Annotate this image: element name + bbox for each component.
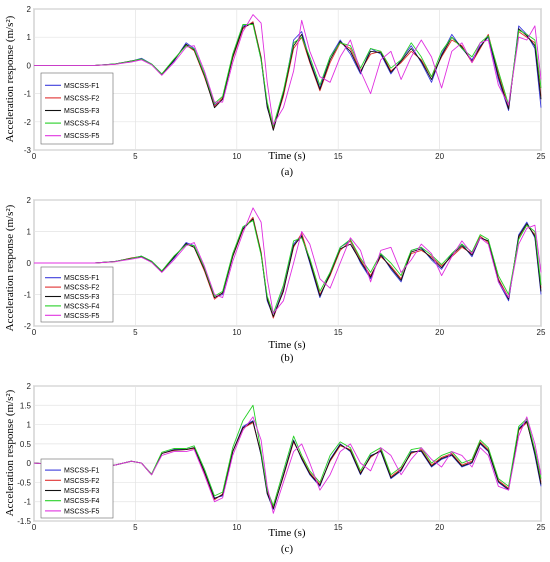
series-line-mscss-f3-c	[33, 421, 542, 510]
x-tick-label-b: 0	[32, 328, 37, 337]
x-tick-label-c: 25	[537, 523, 546, 532]
x-tick-label-b: 15	[334, 328, 343, 337]
legend-label-a: MSCSS-F4	[64, 121, 100, 128]
x-tick-label-c: 0	[32, 523, 37, 532]
y-tick-label-b: 2	[27, 196, 32, 205]
series-line-mscss-f3-a	[34, 22, 542, 131]
x-tick-label-a: 15	[334, 152, 343, 161]
y-tick-label-a: -2	[24, 118, 32, 127]
x-tick-label-b: 5	[133, 328, 138, 337]
x-tick-label-a: 10	[232, 152, 241, 161]
x-tick-label-c: 15	[334, 523, 343, 532]
x-tick-label-a: 25	[537, 152, 546, 161]
plot-area-a	[33, 8, 542, 151]
y-tick-label-a: 1	[27, 33, 32, 42]
x-ticks-c: 0 5 10 15 20 25	[32, 523, 546, 532]
series-line-mscss-f5-c	[33, 416, 542, 514]
x-tick-label-b: 25	[537, 328, 546, 337]
x-tick-label-a: 20	[435, 152, 444, 161]
legend-label-c: MSCSS-F5	[64, 508, 100, 515]
caption-c: (c)	[281, 543, 294, 555]
legend-b: MSCSS-F1 MSCSS-F2 MSCSS-F3 MSCSS-F4 MSCSS-F5	[40, 266, 114, 323]
series-lines-c	[33, 404, 542, 514]
caption-a: (a)	[281, 166, 294, 178]
series-lines-b	[34, 207, 542, 319]
y-tick-label-b: -1	[24, 291, 32, 300]
series-line-mscss-f4-c	[33, 404, 542, 507]
y-ticks-c: -1.5 -1 -0.5 0 0.5 1 1.5 2	[17, 382, 31, 526]
y-tick-label-a: -3	[24, 146, 32, 155]
x-axis-label-c: Time (s)	[268, 527, 306, 539]
x-tick-label-b: 10	[232, 328, 241, 337]
panel-c: 0 5 10 15 20 25 -1.5-1-0.500.511.52 MSCSS-F1M…	[4, 382, 546, 555]
x-axis-label-a: Time (s)	[268, 150, 306, 162]
x-tick-label-a: 0	[32, 152, 37, 161]
legend-label-a: MSCSS-F1	[64, 83, 100, 90]
y-tick-label-c: 1.5	[20, 401, 32, 410]
y-ticks-b: -2 -1 0 1 2	[24, 196, 32, 331]
legend-label-c: MSCSS-F2	[64, 478, 100, 485]
grid-c	[33, 385, 542, 522]
x-tick-label-c: 5	[133, 523, 138, 532]
series-line-mscss-f5-b	[34, 207, 542, 314]
y-ticks-a: -3 -2 -1 0 1 2	[24, 5, 32, 155]
legend-label-b: MSCSS-F5	[64, 313, 100, 320]
y-tick-label-b: 0	[27, 259, 32, 268]
y-tick-label-a: 2	[27, 5, 32, 14]
legend-label-c: MSCSS-F3	[64, 488, 100, 495]
legend-label-b: MSCSS-F3	[64, 294, 100, 301]
x-tick-label-c: 10	[232, 523, 241, 532]
legend-a: MSCSS-F1 MSCSS-F2 MSCSS-F3 MSCSS-F4 MSCSS-F5	[40, 72, 114, 145]
y-tick-label-b: 1	[27, 228, 32, 237]
series-line-mscss-f4-a	[34, 24, 542, 127]
y-tick-label-c: 1	[27, 421, 32, 430]
legend-box-b	[40, 266, 114, 323]
y-tick-label-a: 0	[27, 61, 32, 70]
legend-label-c: MSCSS-F4	[64, 498, 100, 505]
legend-label-a: MSCSS-F2	[64, 95, 100, 102]
y-axis-label-c: Acceleration response (m/s²)	[4, 389, 16, 516]
legend-label-b: MSCSS-F2	[64, 285, 100, 292]
x-ticks-b: 0 5 10 15 20 25	[32, 328, 546, 337]
series-line-mscss-f3-b	[34, 218, 542, 318]
y-tick-label-b: -2	[24, 322, 32, 331]
legend-c: MSCSS-F1 MSCSS-F2 MSCSS-F3 MSCSS-F4 MSCSS-F5	[40, 458, 114, 519]
grid-b	[33, 199, 542, 327]
y-tick-label-c: -1.5	[17, 517, 31, 526]
legend-box-c	[40, 458, 114, 519]
x-tick-label-b: 20	[435, 328, 444, 337]
legend-label-b: MSCSS-F1	[64, 275, 100, 282]
legend-label-c: MSCSS-F1	[64, 468, 100, 475]
y-tick-label-c: 0.5	[20, 440, 32, 449]
y-tick-label-c: 0	[27, 459, 32, 468]
legend-label-a: MSCSS-F5	[64, 133, 100, 140]
x-tick-label-c: 20	[435, 523, 444, 532]
x-axis-label-b: Time (s)	[268, 339, 306, 351]
y-tick-label-c: -1	[24, 498, 32, 507]
y-tick-label-a: -1	[24, 90, 32, 99]
y-tick-label-c: -0.5	[17, 478, 31, 487]
y-axis-label-b: Acceleration response (m/s²)	[4, 204, 16, 331]
y-axis-label-a: Acceleration response (m/s²)	[4, 15, 16, 142]
legend-label-a: MSCSS-F3	[64, 108, 100, 115]
legend-label-b: MSCSS-F4	[64, 303, 100, 310]
y-tick-label-c: 2	[27, 382, 32, 391]
caption-b: (b)	[281, 352, 294, 364]
x-ticks-a: 0 5 10 15 20 25	[32, 152, 546, 161]
x-tick-label-a: 5	[133, 152, 138, 161]
series-line-mscss-f5-a	[34, 14, 542, 126]
series-line-mscss-f4-b	[34, 220, 542, 314]
series-lines-a	[34, 14, 542, 131]
